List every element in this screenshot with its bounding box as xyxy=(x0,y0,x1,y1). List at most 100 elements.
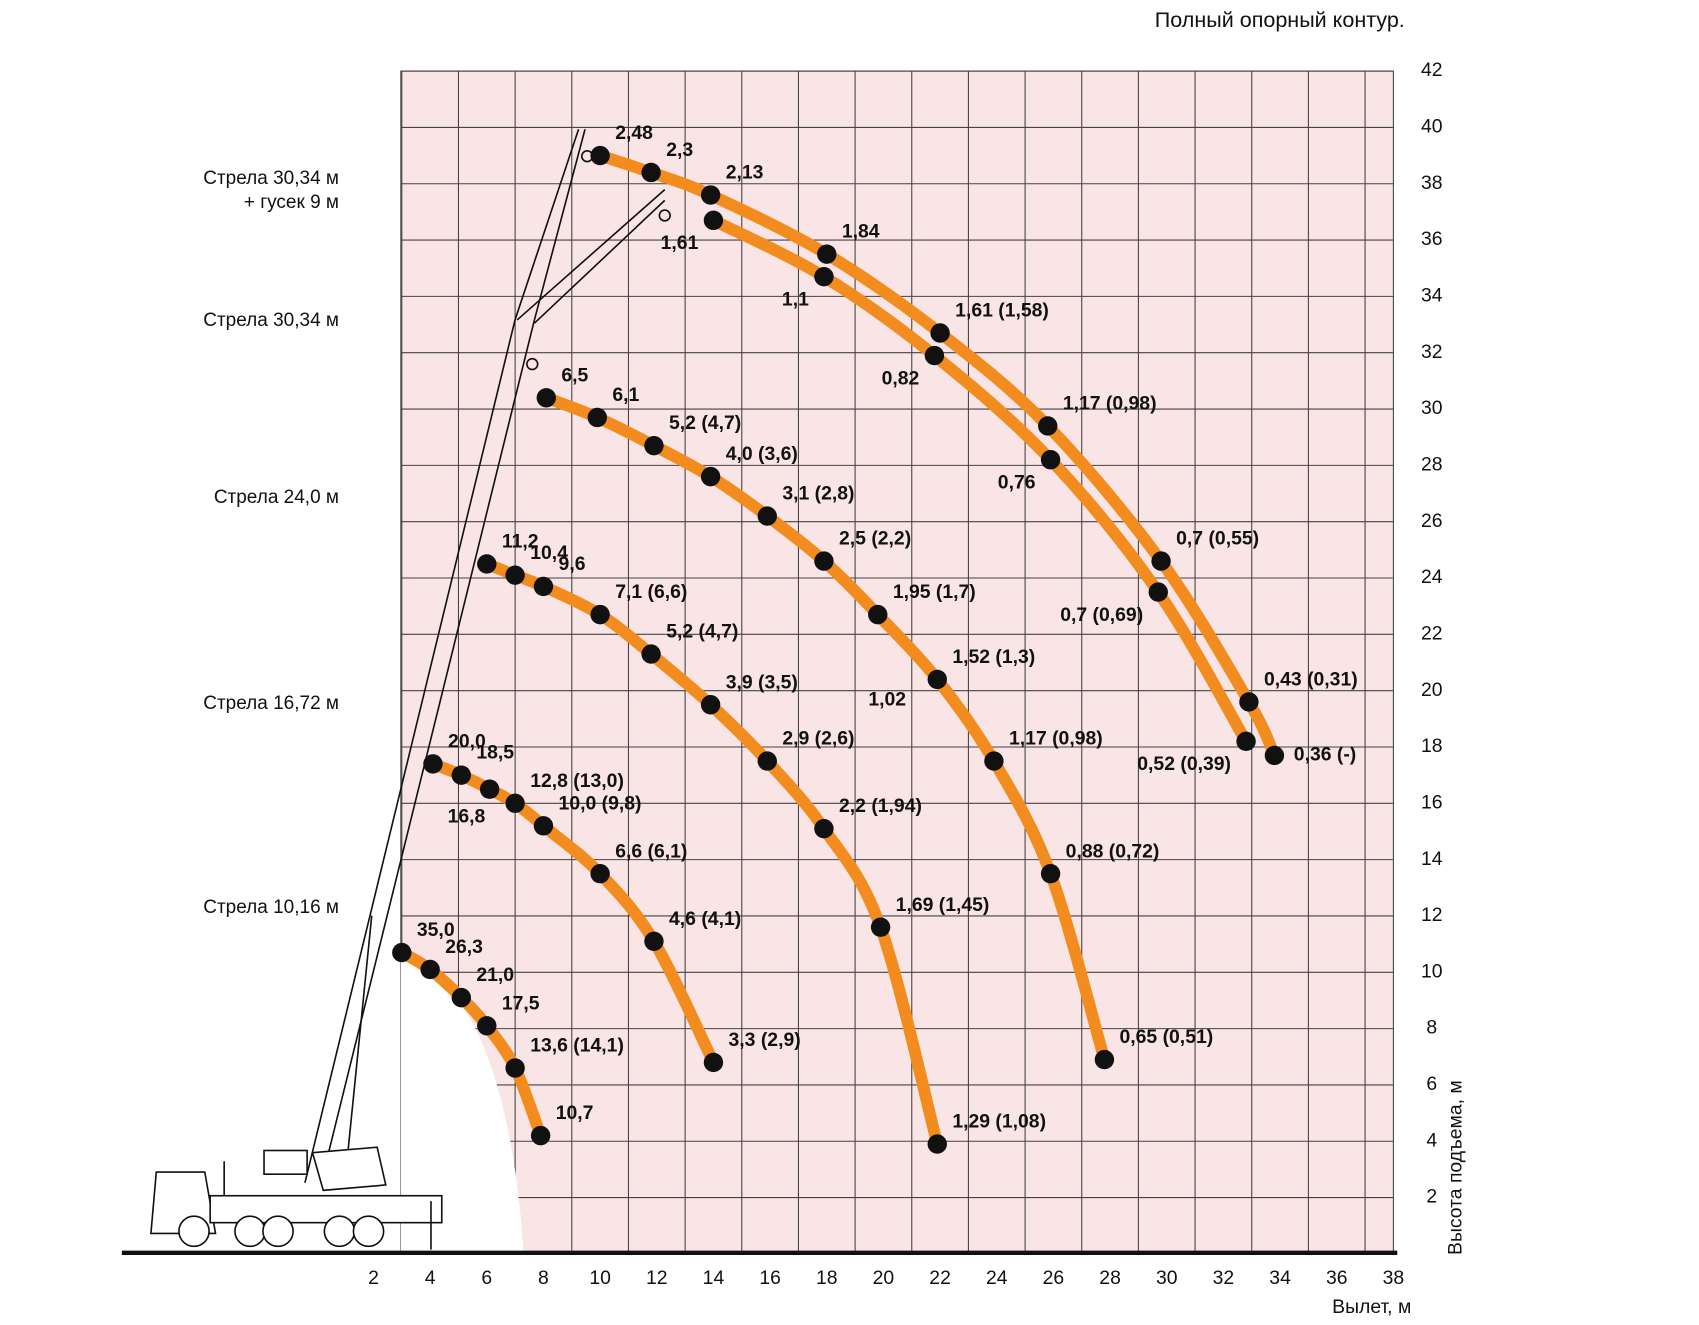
load-label: 0,7 (0,55) xyxy=(1176,528,1259,550)
x-tick-label: 22 xyxy=(929,1267,951,1289)
point xyxy=(590,864,610,884)
load-label: 2,5 (2,2) xyxy=(839,528,911,550)
load-label: 1,84 xyxy=(842,221,880,243)
point xyxy=(757,751,777,771)
point xyxy=(392,942,412,963)
point xyxy=(505,565,525,585)
point xyxy=(590,145,610,166)
point xyxy=(533,576,554,597)
load-curve xyxy=(594,149,1281,762)
load-label: 0,76 xyxy=(998,472,1036,494)
x-tick-label: 32 xyxy=(1213,1267,1235,1289)
load-label: 6,1 xyxy=(612,384,639,406)
point xyxy=(479,779,500,799)
load-label: 12,8 (13,0) xyxy=(530,770,624,792)
point xyxy=(644,931,664,951)
point xyxy=(814,551,834,571)
load-label: 2,2 (1,94) xyxy=(839,795,922,817)
point xyxy=(700,695,721,715)
boom-label: Стрела 30,34 м + гусек 9 м xyxy=(203,167,339,213)
load-label: 0,36 (-) xyxy=(1294,744,1356,766)
curves: 2,48 2,3 2,13 1,84 1,61 (1,58) 1,17 (0,98) 0,7… xyxy=(392,122,1358,1154)
load-label: 26,3 xyxy=(445,936,483,958)
load-label: 13,6 (14,1) xyxy=(530,1035,624,1057)
x-tick-label: 20 xyxy=(873,1267,895,1289)
x-tick-label: 16 xyxy=(759,1267,781,1289)
y-tick-label: 8 xyxy=(1426,1017,1437,1039)
y-tick-label: 20 xyxy=(1421,679,1443,701)
point xyxy=(1038,416,1058,436)
load-label: 2,9 (2,6) xyxy=(782,728,854,750)
grid xyxy=(400,70,1394,1254)
load-label: 0,88 (0,72) xyxy=(1066,840,1160,862)
load-label: 1,1 xyxy=(782,289,809,311)
point xyxy=(868,604,888,625)
load-label: 1,52 (1,3) xyxy=(952,646,1035,668)
load-label: 2,48 xyxy=(615,122,653,144)
y-tick-label: 2 xyxy=(1426,1186,1437,1208)
load-label: 0,43 (0,31) xyxy=(1264,669,1358,691)
y-axis-label: Высота подъема, м xyxy=(1445,1080,1467,1255)
y-tick-label: 36 xyxy=(1421,228,1443,250)
point xyxy=(644,435,664,456)
point xyxy=(641,644,661,664)
load-label: 1,29 (1,08) xyxy=(952,1111,1046,1133)
point xyxy=(870,917,891,937)
load-label: 20,0 xyxy=(448,730,486,752)
load-label: 0,82 xyxy=(882,367,920,389)
y-tick-label: 24 xyxy=(1421,566,1443,588)
point xyxy=(1239,692,1259,712)
point xyxy=(1236,731,1256,752)
x-tick-label: 14 xyxy=(703,1267,725,1289)
boom-label: Стрела 10,16 м xyxy=(203,897,339,919)
load-label: 1,95 (1,7) xyxy=(893,581,976,603)
load-label: 35,0 xyxy=(417,919,455,941)
point xyxy=(590,604,610,625)
load-label: 6,6 (6,1) xyxy=(615,840,687,862)
x-tick-label: 10 xyxy=(589,1267,611,1289)
y-tick-label: 18 xyxy=(1421,735,1443,757)
point xyxy=(1264,745,1285,766)
point xyxy=(814,818,834,839)
x-tick-label: 38 xyxy=(1383,1267,1405,1289)
y-tick-label: 22 xyxy=(1421,622,1443,644)
point xyxy=(530,1125,551,1146)
point xyxy=(536,388,556,408)
x-tick-label: 8 xyxy=(538,1267,549,1289)
annotation: 1,02 xyxy=(868,688,906,710)
load-label: 1,61 (1,58) xyxy=(955,300,1049,322)
y-tick-label: 42 xyxy=(1421,59,1443,81)
y-tick-label: 16 xyxy=(1421,791,1443,813)
y-tick-label: 32 xyxy=(1421,341,1443,363)
boom-label: Стрела 24,0 м xyxy=(213,486,339,508)
x-tick-label: 34 xyxy=(1269,1267,1291,1289)
y-tick-label: 4 xyxy=(1426,1129,1437,1151)
y-tick-label: 40 xyxy=(1421,116,1443,138)
y-tick-label: 12 xyxy=(1421,904,1443,926)
x-tick-label: 18 xyxy=(816,1267,838,1289)
load-label: 5,2 (4,7) xyxy=(666,621,738,643)
load-label: 0,7 (0,69) xyxy=(1060,604,1143,626)
point xyxy=(477,1016,497,1036)
load-label: 2,3 xyxy=(666,139,693,161)
point xyxy=(423,754,443,774)
load-label: 4,6 (4,1) xyxy=(669,908,741,930)
point xyxy=(700,185,721,205)
point xyxy=(451,987,471,1008)
working-zone xyxy=(400,947,524,1253)
x-tick-label: 4 xyxy=(425,1267,436,1289)
load-label: 6,5 xyxy=(561,364,588,386)
point xyxy=(703,1052,724,1073)
x-tick-label: 36 xyxy=(1326,1267,1348,1289)
point xyxy=(927,1134,947,1154)
point xyxy=(984,751,1004,771)
point xyxy=(477,554,497,574)
load-label: 9,6 xyxy=(559,553,586,575)
load-label: 3,3 (2,9) xyxy=(729,1029,801,1051)
y-tick-label: 30 xyxy=(1421,397,1443,419)
load-label: 1,17 (0,98) xyxy=(1063,393,1157,415)
load-label: 16,8 xyxy=(448,805,486,827)
point xyxy=(641,162,661,183)
x-tick-label: 30 xyxy=(1156,1267,1178,1289)
boom-label: Стрела 16,72 м xyxy=(203,692,339,714)
